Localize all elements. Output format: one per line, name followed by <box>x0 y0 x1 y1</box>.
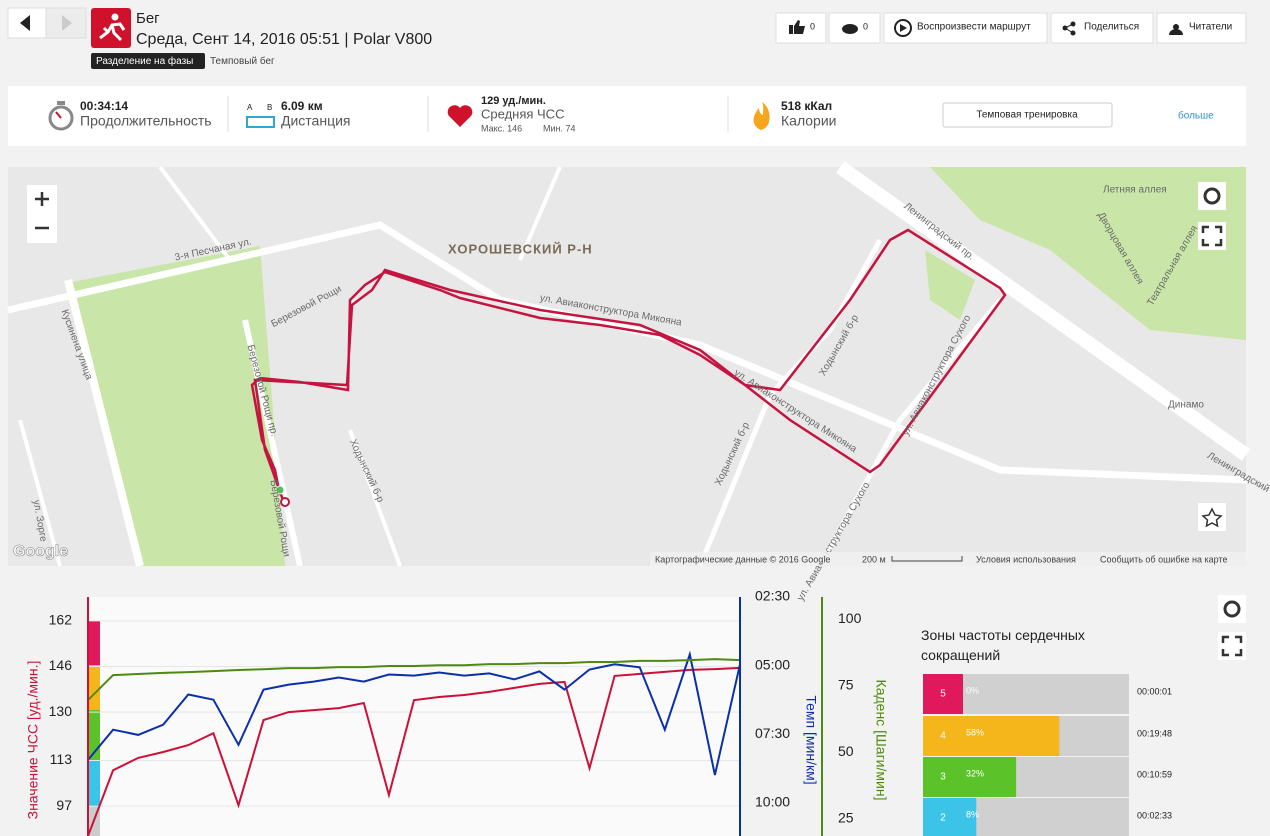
y3-tick-label: 100 <box>838 610 862 626</box>
y-tick-label: 97 <box>56 797 72 813</box>
y-tick-label: 113 <box>50 751 73 767</box>
y-tick-label: 130 <box>49 703 73 719</box>
zone-swatch <box>923 716 963 756</box>
y3-tick-label: 50 <box>838 743 854 759</box>
series-line <box>87 650 741 776</box>
metro-label: Динамо <box>1168 400 1204 411</box>
distance-label: Дистанция <box>281 113 351 129</box>
zone-time: 00:10:59 <box>1137 769 1172 779</box>
zone-time: 00:02:33 <box>1137 810 1172 820</box>
distance-b: В <box>267 103 272 112</box>
zones-title-box: Зоны частоты сердечных сокращений <box>921 627 1085 663</box>
chart: 97 113 130 146 162 02:30 05:00 07:30 10:00 25 50 75… <box>49 588 862 836</box>
zone-bar <box>963 798 977 836</box>
zone-bar <box>963 757 1017 797</box>
google-logo: Google <box>13 543 68 560</box>
y-tick-label: 146 <box>49 657 73 673</box>
hr-value: 129 уд./мин. <box>481 95 546 107</box>
zone-time: 00:19:48 <box>1137 728 1172 738</box>
zone-track <box>963 798 1129 836</box>
hr-min: Мин. 74 <box>543 123 576 133</box>
zone-track <box>963 674 1129 714</box>
phase-badge: Разделение на фазы <box>96 55 193 67</box>
zones-title: Зоны частоты сердечных сокращений <box>921 627 1085 663</box>
training-button[interactable] <box>942 102 1113 128</box>
replay-label: Воспроизвести маршрут <box>917 22 1031 33</box>
y2-tick-label: 07:30 <box>755 725 790 741</box>
favorite-button[interactable] <box>1198 503 1226 531</box>
zone-swatch <box>923 798 963 836</box>
actions: 0 0 Воспроизвести маршрут Поделиться Чит… <box>775 12 1247 44</box>
y3-tick-label: 75 <box>838 676 854 692</box>
attribution: Картографические данные © 2016 Google <box>655 554 830 564</box>
terms[interactable]: Условия использования <box>976 554 1076 564</box>
duration-value: 00:34:14 <box>80 99 128 113</box>
y2-tick-label: 10:00 <box>755 794 790 810</box>
training-button-label: Темповая тренировка <box>976 110 1078 121</box>
duration-label: Продолжительность <box>80 113 212 129</box>
zone-number: 2 <box>940 813 946 824</box>
y-axis-title: Значение ЧСС [уд./мин.] <box>25 661 41 820</box>
zone-number: 4 <box>940 731 946 742</box>
more-link[interactable]: больше <box>1178 110 1214 122</box>
y-tick-label: 162 <box>49 612 73 628</box>
share-button[interactable] <box>1050 12 1154 44</box>
street-label: Летняя аллея <box>1103 185 1167 196</box>
chart-settings[interactable] <box>1218 595 1246 623</box>
distance-value: 6.09 км <box>281 99 323 113</box>
zone-percent: 0% <box>966 685 979 695</box>
like-count: 0 <box>810 21 815 31</box>
calories-label: Калории <box>781 113 836 129</box>
y3-tick-label: 25 <box>838 810 854 826</box>
zone-time: 00:00:01 <box>1137 686 1172 696</box>
activity: Бег <box>136 10 160 27</box>
settings-button[interactable] <box>1198 182 1226 210</box>
series-line <box>87 666 741 836</box>
zone-bar <box>963 716 1060 756</box>
zone-percent: 32% <box>966 768 984 778</box>
zone-percent: 8% <box>966 809 979 819</box>
share-label: Поделиться <box>1084 22 1139 33</box>
nav[interactable] <box>7 7 87 39</box>
zones: 5 0% 00:00:01 4 58% 00:19:48 3 32% 00:10:59 2 8% 00… <box>923 674 1172 836</box>
hr-label: Средняя ЧСС <box>481 106 564 121</box>
district-label: ХОРОШЕВСКИЙ Р-Н <box>448 241 593 256</box>
y2-tick-label: 05:00 <box>755 656 790 672</box>
subtitle: Среда, Сент 14, 2016 05:51 | Polar V800 <box>136 31 432 48</box>
zone-number: 5 <box>940 689 946 700</box>
y2-axis-title: Темп [мин/км] <box>803 695 819 784</box>
hr-max: Макс. 146 <box>481 123 522 133</box>
plot-area <box>88 597 740 836</box>
calories-value: 518 кКал <box>781 99 832 113</box>
zone-number: 3 <box>940 772 946 783</box>
map[interactable]: ХОРОШЕВСКИЙ Р-Н 3-я Песчаная ул. Березов… <box>7 161 1270 603</box>
y3-axis-title: Каденс [Шаги/мин] <box>873 680 889 801</box>
distance-a: А <box>247 103 253 112</box>
scale: 200 м <box>862 554 886 564</box>
y2-tick-label: 02:30 <box>755 588 790 604</box>
comment-count: 0 <box>863 21 868 31</box>
report[interactable]: Сообщить об ошибке на карте <box>1100 554 1227 564</box>
zone-swatch <box>923 674 963 714</box>
followers-button[interactable] <box>1156 12 1247 44</box>
zone-percent: 58% <box>966 727 984 737</box>
training-type: Темповый бег <box>210 55 275 67</box>
series-line <box>87 658 741 701</box>
followers-label: Читатели <box>1189 22 1232 33</box>
zone-swatch <box>923 757 963 797</box>
